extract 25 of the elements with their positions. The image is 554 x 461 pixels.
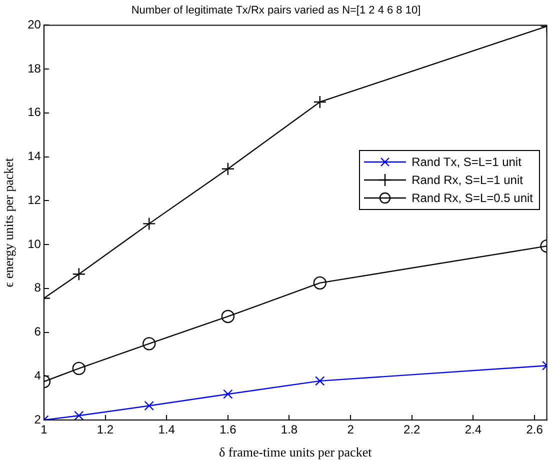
legend-label: Rand Rx, S=L=1 unit <box>412 173 523 187</box>
x-tick-label: 1.8 <box>280 422 298 437</box>
chart-title: Number of legitimate Tx/Rx pairs varied as N=[1 2 4 6 8 10] <box>131 4 421 17</box>
y-axis-title: ϵ energy units per packet <box>1 158 16 288</box>
y-tick-label: 2 <box>34 412 42 426</box>
y-tick-label: 10 <box>28 236 42 251</box>
legend-label: Rand Rx, S=L=0.5 unit <box>412 191 533 205</box>
y-tick-label: 12 <box>28 192 42 207</box>
x-tick-label: 2 <box>347 422 354 437</box>
y-tick-label: 16 <box>28 105 42 120</box>
x-tick-label: 1.6 <box>220 422 237 437</box>
y-tick-label: 8 <box>34 280 42 295</box>
legend-label: Rand Tx, S=L=1 unit <box>412 155 522 169</box>
y-tick-label: 6 <box>34 324 42 339</box>
x-axis-title: δ frame-time units per packet <box>219 444 372 460</box>
y-tick-label: 4 <box>34 368 42 382</box>
x-tick-label: 1 <box>40 422 48 437</box>
x-tick-label: 2.4 <box>464 422 482 437</box>
x-tick-label: 2.2 <box>404 422 421 437</box>
x-tick-label: 1.4 <box>158 422 176 437</box>
x-tick-label: 2.6 <box>526 422 544 437</box>
y-tick-label: 14 <box>28 149 42 164</box>
x-tick-label: 1.2 <box>96 422 114 437</box>
y-tick-label: 20 <box>28 18 42 32</box>
y-tick-label: 18 <box>28 61 42 76</box>
